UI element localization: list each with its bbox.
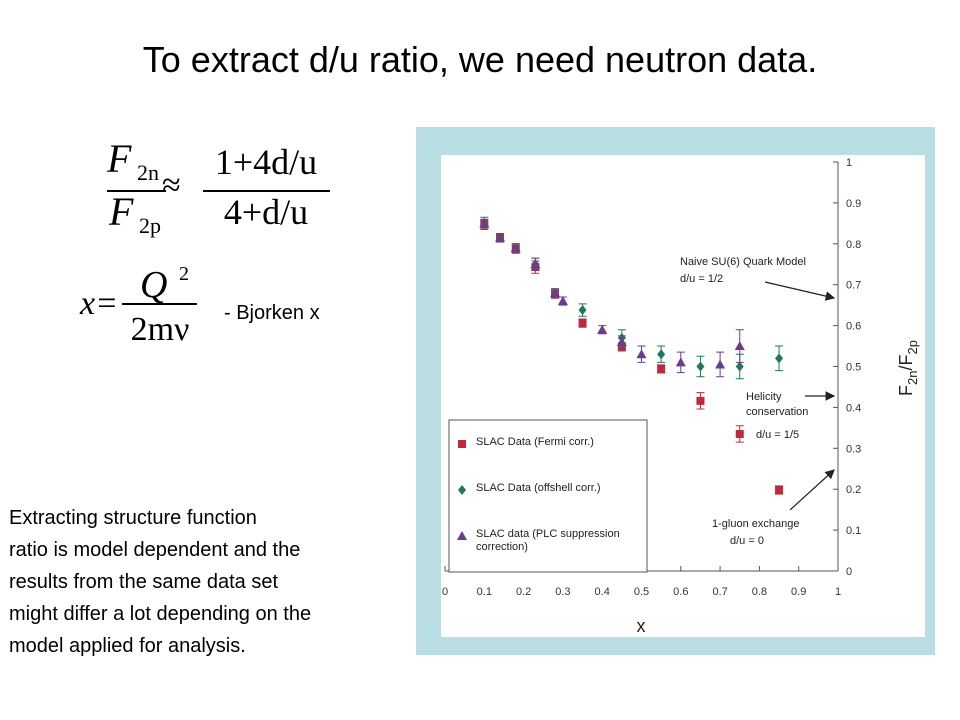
- y-tick-label: 0.4: [846, 402, 861, 414]
- eq-subscript: 2n: [137, 160, 159, 185]
- x-tick-label: 0.2: [516, 586, 531, 598]
- y-tick-label: 0.1: [846, 525, 861, 537]
- x-tick-label: 0: [442, 586, 448, 598]
- data-point: [616, 336, 627, 346]
- data-point: [550, 287, 561, 297]
- eq-term: x=: [79, 285, 118, 322]
- annotation-arrow: [764, 281, 836, 301]
- x-tick-label: 0.3: [555, 586, 570, 598]
- legend-box: [448, 419, 648, 573]
- y-axis-label-part: F: [896, 385, 916, 396]
- y-tick-label: 0.2: [846, 484, 861, 496]
- paragraph-line: Extracting structure function: [9, 507, 257, 529]
- equation-note: - Bjorken x: [224, 302, 320, 324]
- legend-label: SLAC Data (Fermi corr.): [476, 436, 594, 448]
- paragraph-line: results from the same data set: [9, 571, 278, 593]
- y-axis-label-part: 2n: [905, 371, 920, 385]
- data-point: [557, 296, 568, 306]
- annotation: Naive SU(6) Quark Model: [680, 256, 806, 268]
- data-point: [495, 232, 506, 242]
- y-tick-label: 0.7: [846, 280, 861, 292]
- legend-label: SLAC data (PLC suppression correction): [476, 528, 620, 553]
- data-point: [735, 429, 744, 438]
- legend-entry: SLAC Data (offshell corr.): [476, 482, 601, 494]
- eq-term: F: [106, 136, 132, 181]
- y-tick-label: 0.8: [846, 239, 861, 251]
- annotation: d/u = 0: [730, 535, 764, 547]
- legend-entry: SLAC Data (Fermi corr.): [476, 436, 594, 448]
- paragraph-line: model applied for analysis.: [9, 635, 246, 657]
- legend-entry: SLAC data (PLC suppression correction): [476, 528, 620, 553]
- annotation: conservation: [746, 406, 808, 418]
- annotation-arrow: [789, 469, 835, 511]
- slide-title: To extract d/u ratio, we need neutron da…: [143, 39, 817, 80]
- x-tick-label: 0.9: [791, 586, 806, 598]
- x-tick-label: 0.7: [712, 586, 727, 598]
- x-tick-label: 0.8: [752, 586, 767, 598]
- data-point: [696, 396, 705, 405]
- legend-label: SLAC Data (offshell corr.): [476, 482, 601, 494]
- data-point: [510, 242, 521, 252]
- data-point: [675, 357, 686, 367]
- eq-term: 1+4d/u: [215, 142, 317, 182]
- data-point: [636, 349, 647, 359]
- eq-subscript: 2p: [139, 213, 161, 238]
- equation-x: x= Q 2 2mν: [79, 263, 197, 348]
- y-tick-label: 1: [846, 157, 852, 169]
- legend-symbol: [458, 485, 466, 495]
- x-tick-label: 0.5: [634, 586, 649, 598]
- data-point: [597, 324, 608, 334]
- data-point: [734, 341, 745, 351]
- legend-symbol: [457, 531, 467, 540]
- data-point: [735, 361, 744, 372]
- annotation: Helicity: [746, 391, 782, 403]
- data-point: [775, 486, 784, 495]
- x-tick-label: 1: [835, 586, 841, 598]
- annotation: d/u = 1/2: [680, 273, 723, 285]
- annotation: d/u = 1/5: [756, 429, 799, 441]
- y-tick-label: 0: [846, 566, 852, 578]
- data-point: [696, 361, 705, 372]
- eq-superscript: 2: [179, 263, 189, 285]
- data-point: [578, 305, 587, 316]
- y-tick-label: 0.5: [846, 362, 861, 374]
- data-point: [578, 319, 587, 328]
- chart: 0 0.1 0.2 0.3 0.4 0.5 0.6 0.7 0.8 0.9 100.10.20.30…: [442, 157, 920, 636]
- eq-operator: ≈: [162, 167, 181, 204]
- eq-term: 4+d/u: [224, 192, 308, 232]
- y-axis-label: F2n/F2p: [896, 340, 920, 396]
- data-point: [657, 349, 666, 360]
- x-tick-label: 0.6: [673, 586, 688, 598]
- eq-term: Q: [140, 264, 167, 306]
- eq-term: F: [108, 189, 134, 234]
- legend-symbol: [458, 440, 466, 448]
- data-point: [530, 259, 541, 269]
- annotation: 1-gluon exchange: [712, 518, 799, 530]
- data-point: [775, 353, 784, 364]
- paragraph: Extracting structure function ratio is m…: [9, 507, 311, 657]
- equation-ratio: F 2n F 2p ≈ 1+4d/u 4+d/u: [106, 136, 330, 238]
- x-tick-label: 0.1: [477, 586, 492, 598]
- data-point: [479, 218, 490, 228]
- y-tick-label: 0.9: [846, 198, 861, 210]
- data-point: [657, 364, 666, 373]
- eq-term: 2mν: [131, 311, 190, 348]
- x-axis-label: x: [637, 616, 646, 636]
- data-point: [715, 359, 726, 369]
- y-tick-label: 0.6: [846, 321, 861, 333]
- y-axis-label-part: /F: [896, 354, 916, 370]
- y-tick-label: 0.3: [846, 443, 861, 455]
- y-axis-label-part: 2p: [905, 340, 920, 354]
- x-tick-label: 0.4: [595, 586, 610, 598]
- paragraph-line: might differ a lot depending on the: [9, 603, 311, 625]
- paragraph-line: ratio is model dependent and the: [9, 539, 300, 561]
